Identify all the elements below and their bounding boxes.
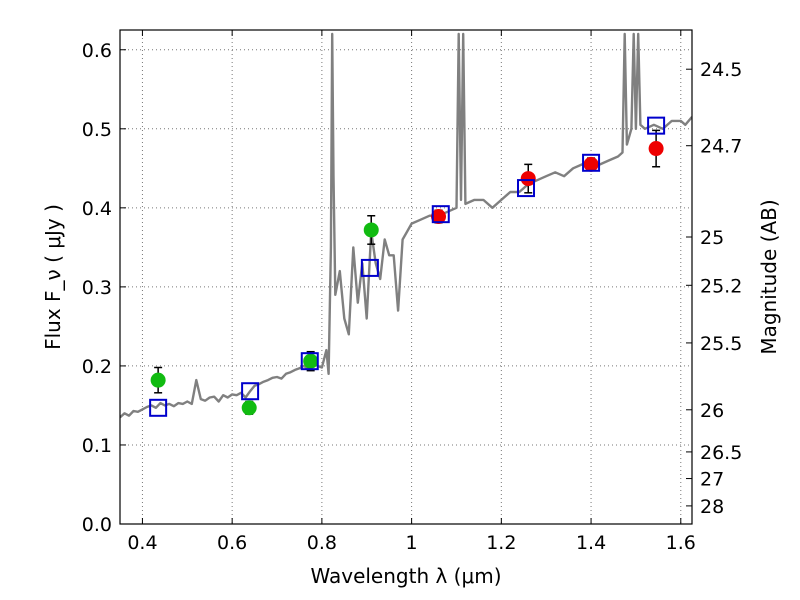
model-square (149, 398, 168, 417)
green-data-point (150, 372, 166, 388)
axis-ticks: 0.4 0.6 0.8 1 1.2 1.4 1.6 0.0 0.1 0.2 0.3 0.4 0.5 0.6… (82, 30, 742, 554)
magnitude-tick-label: 26 (700, 400, 724, 422)
green-data-point (241, 400, 257, 416)
y-tick-label: 0.6 (82, 40, 112, 62)
magnitude-tick-label: 26.5 (700, 442, 742, 464)
magnitude-tick-label: 25.5 (700, 333, 742, 355)
red-data-point (431, 209, 447, 225)
magnitude-tick-label: 28 (700, 496, 724, 518)
x-tick-label: 1.2 (486, 532, 516, 554)
model-square (431, 205, 450, 224)
y-tick-label: 0.5 (82, 119, 112, 141)
spectrum-line (120, 32, 692, 419)
magnitude-tick-label: 24.7 (700, 136, 742, 158)
grid-lines (120, 30, 692, 525)
model-square (360, 258, 379, 277)
model-square (582, 153, 601, 172)
x-tick-label: 1 (406, 532, 418, 554)
model-square (300, 352, 319, 371)
x-tick-label: 0.6 (217, 532, 247, 554)
plot-area (120, 32, 692, 419)
red-data-point (648, 141, 664, 157)
magnitude-tick-label: 25 (700, 227, 724, 249)
green-data-point (363, 222, 379, 238)
red-data-point (520, 171, 536, 187)
x-tick-label: 0.4 (127, 532, 157, 554)
y-tick-label: 0.3 (82, 277, 112, 299)
green-data-point (303, 353, 319, 369)
model-square (517, 179, 536, 198)
y-tick-label: 0.4 (82, 198, 112, 220)
y-axis-right-label: Magnitude (AB) (757, 199, 781, 354)
magnitude-tick-label: 25.2 (700, 275, 742, 297)
y-axis-label: Flux F_ν ( μJy ) (41, 204, 65, 350)
plot-frame (119, 29, 693, 525)
red-data-point (583, 156, 599, 172)
y-tick-label: 0.1 (82, 435, 112, 457)
x-tick-label: 0.8 (307, 532, 337, 554)
x-axis-label: Wavelength λ (μm) (310, 564, 501, 588)
model-square (241, 382, 260, 401)
magnitude-tick-label: 27 (700, 469, 724, 491)
x-tick-label: 1.4 (576, 532, 606, 554)
magnitude-tick-label: 24.5 (700, 59, 742, 81)
model-square (647, 116, 666, 135)
x-tick-label: 1.6 (666, 532, 696, 554)
y-tick-label: 0.2 (82, 356, 112, 378)
y-tick-label: 0.0 (82, 514, 112, 536)
